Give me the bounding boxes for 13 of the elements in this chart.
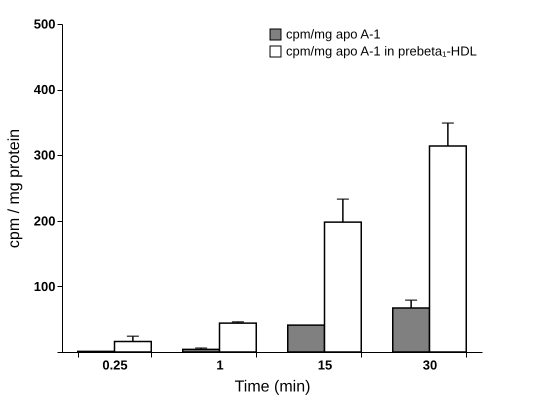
y-tick-label: 200 (34, 213, 56, 228)
x-tick-label: 0.25 (102, 358, 128, 372)
y-tick-label: 500 (34, 16, 56, 32)
y-tick-label: 100 (34, 278, 56, 294)
y-tick-label: 400 (34, 82, 56, 98)
y-axis-title: cpm / mg protein (6, 128, 23, 248)
legend-label: cpm/mg apo A-1 (286, 26, 381, 42)
x-tick-label: 1 (216, 358, 224, 372)
x-tick-label: 30 (422, 358, 438, 372)
x-tick-label: 15 (318, 358, 332, 372)
x-axis-title: Time (min) (234, 378, 310, 396)
legend-label: cpm/mg apo A-1 in prebeta₁-HDL (286, 44, 477, 58)
y-tick-label: 300 (34, 148, 56, 163)
